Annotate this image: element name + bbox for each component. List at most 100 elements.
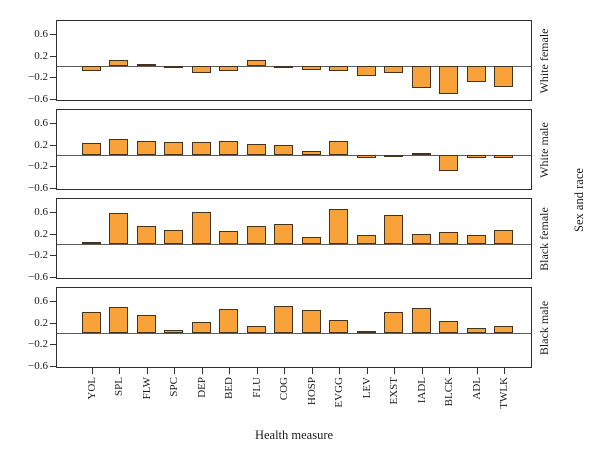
zero-line (57, 155, 531, 157)
panel-strip-label-white-female: White female (537, 28, 551, 93)
bar-white-female-spl (109, 59, 129, 67)
bar-white-female-flu (246, 60, 266, 67)
bar-black-male-flu (246, 326, 266, 334)
y-tick-label: −0.2 (28, 71, 48, 84)
bar-black-female-bed (219, 230, 239, 245)
bar-white-female-flw (136, 64, 156, 67)
bar-black-male-spl (109, 307, 129, 334)
y-tick-mark (50, 144, 56, 146)
y-tick-label: 0.6 (34, 206, 48, 219)
bar-black-male-bed (219, 309, 239, 334)
y-tick-label: −0.2 (28, 249, 48, 262)
y-tick-label: −0.6 (28, 92, 48, 105)
x-tick-mark (229, 368, 230, 374)
y-tick-mark (50, 344, 56, 346)
bar-white-male-blck (439, 155, 459, 172)
bar-black-female-hosp (301, 236, 321, 245)
bar-white-male-iadl (411, 153, 431, 156)
panel-strip-label-white-male: White male (537, 121, 551, 178)
y-tick-label: 0.6 (34, 295, 48, 308)
x-tick-mark (339, 368, 340, 374)
bar-black-male-dep (191, 321, 211, 334)
bar-black-female-iadl (411, 234, 431, 245)
y-tick-label: −0.2 (28, 160, 48, 173)
y-tick-label: −0.6 (28, 181, 48, 194)
y-tick-label: −0.6 (28, 359, 48, 372)
y-tick-mark (50, 34, 56, 36)
bar-black-male-flw (136, 314, 156, 334)
right-axis-title: Sex and race (572, 168, 586, 232)
y-tick-mark (50, 55, 56, 57)
bar-black-female-dep (191, 211, 211, 245)
bar-white-female-adl (466, 66, 486, 83)
bar-white-male-spl (109, 138, 129, 156)
bar-white-male-bed (219, 141, 239, 156)
bar-black-male-exst (384, 312, 404, 334)
y-tick-mark (50, 77, 56, 79)
x-tick-mark (504, 368, 505, 374)
bar-black-female-spc (164, 230, 184, 245)
y-tick-mark (50, 187, 56, 189)
y-tick-mark (50, 98, 56, 100)
y-tick-label: −0.6 (28, 270, 48, 283)
bar-black-female-exst (384, 214, 404, 245)
y-tick-label: 0.2 (34, 316, 48, 329)
x-tick-mark (91, 368, 93, 374)
y-tick-mark (50, 233, 56, 235)
bar-black-female-adl (466, 234, 486, 245)
bar-white-male-flu (246, 144, 266, 156)
y-tick-mark (50, 276, 56, 278)
y-tick-mark (50, 212, 56, 214)
y-tick-label: 0.6 (34, 28, 48, 41)
bar-black-male-evgg (329, 319, 349, 334)
x-tick-mark (201, 368, 203, 374)
x-tick-mark (421, 368, 423, 374)
x-tick-mark (394, 368, 395, 374)
bar-white-female-dep (191, 66, 211, 73)
y-tick-mark (50, 301, 56, 303)
x-tick-mark (449, 368, 450, 374)
bar-black-male-iadl (411, 308, 431, 334)
y-tick-label: 0.6 (34, 117, 48, 130)
bar-black-male-spc (164, 330, 184, 334)
panel-white-female (56, 20, 532, 101)
bar-white-female-iadl (411, 66, 431, 88)
bar-white-male-hosp (301, 151, 321, 156)
bar-white-male-evgg (329, 141, 349, 156)
bar-white-female-twlk (494, 66, 514, 87)
y-tick-mark (50, 322, 56, 324)
bar-white-male-flw (136, 140, 156, 156)
bar-black-female-blck (439, 231, 459, 245)
bar-white-female-exst (384, 66, 404, 74)
bar-white-male-twlk (494, 155, 514, 158)
zero-line (57, 333, 531, 335)
y-tick-label: 0.2 (34, 227, 48, 240)
zero-line (57, 66, 531, 68)
bar-white-female-evgg (329, 66, 349, 72)
x-tick-mark (256, 368, 258, 374)
y-tick-mark (50, 255, 56, 257)
panel-black-male (56, 287, 532, 368)
y-tick-mark (50, 365, 56, 367)
bar-black-female-evgg (329, 208, 349, 245)
x-tick-mark (146, 368, 148, 374)
zero-line (57, 244, 531, 246)
panel-black-female (56, 198, 532, 279)
bar-white-male-lev (356, 155, 376, 158)
bar-white-female-cog (274, 66, 294, 69)
bar-white-male-cog (274, 145, 294, 156)
y-tick-mark (50, 123, 56, 125)
bar-black-female-flu (246, 225, 266, 245)
y-tick-label: 0.2 (34, 49, 48, 62)
bar-black-female-flw (136, 226, 156, 245)
x-tick-mark (311, 368, 313, 374)
x-tick-mark (476, 368, 478, 374)
bar-black-female-cog (274, 223, 294, 245)
bar-white-male-adl (466, 155, 486, 159)
x-axis-title: Health measure (254, 428, 334, 442)
bar-white-male-exst (384, 155, 404, 158)
bar-white-female-lev (356, 66, 376, 77)
bar-black-male-hosp (301, 309, 321, 334)
bar-black-male-blck (439, 321, 459, 334)
